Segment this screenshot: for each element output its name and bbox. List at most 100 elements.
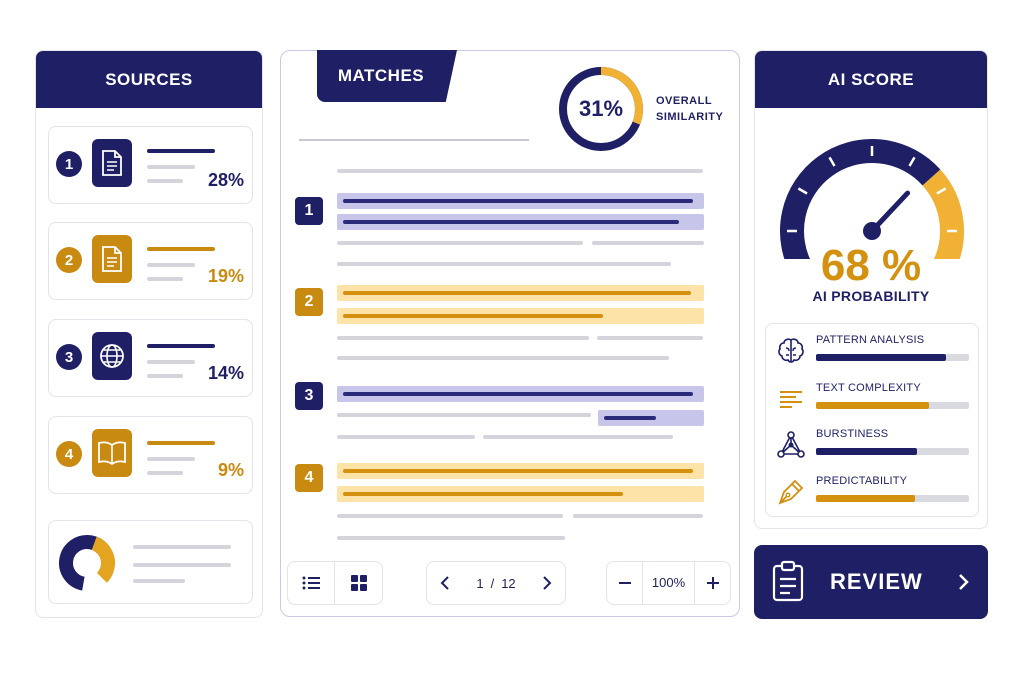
match-highlight[interactable] (337, 386, 704, 402)
source-percentage: 9% (217, 460, 244, 480)
text-line (592, 241, 704, 245)
pie-chart-icon (59, 535, 115, 592)
source-bar (147, 457, 195, 461)
metrics-list: PATTERN ANALYSIS TEXT COMPLEXITY BURSTIN… (765, 323, 979, 517)
source-number-badge: 2 (56, 247, 82, 273)
text-line (337, 435, 475, 439)
chevron-right-icon (543, 576, 552, 590)
text-line (337, 241, 583, 245)
metric-label: TEXT COMPLEXITY (816, 382, 921, 394)
review-label: REVIEW (830, 569, 923, 594)
zoom-level: 100% (651, 575, 686, 590)
chevron-right-icon (959, 574, 969, 590)
source-bar (147, 344, 215, 348)
grid-view-button[interactable] (335, 562, 382, 604)
brain-icon (778, 338, 804, 363)
match-highlight[interactable] (337, 308, 704, 324)
page-separator: / (490, 575, 495, 591)
match-number-badge[interactable]: 3 (295, 382, 323, 410)
gauge-hub (863, 222, 881, 240)
source-card-2[interactable]: 2 19% (48, 222, 253, 300)
source-bar (147, 149, 215, 153)
matches-panel: MATCHES 31% OVERALL SIMILARITY 1 2 3 4 (280, 50, 740, 617)
text-line (483, 435, 673, 439)
plus-icon (706, 577, 719, 589)
similarity-ring (559, 67, 643, 151)
source-number-badge: 1 (56, 151, 82, 177)
metric-predictability: PREDICTABILITY (766, 471, 978, 515)
source-bar (147, 165, 195, 169)
divider (299, 139, 529, 141)
source-percentage: 19% (207, 266, 244, 286)
metric-bar-fill (816, 402, 930, 409)
text-line (573, 514, 703, 518)
list-view-button[interactable] (288, 562, 336, 604)
source-bar (147, 471, 183, 475)
network-icon (777, 431, 805, 458)
minus-icon (618, 582, 631, 584)
match-highlight[interactable] (337, 285, 704, 301)
zoom-out-button[interactable] (607, 562, 643, 604)
prev-page-button[interactable] (427, 562, 463, 604)
next-page-button[interactable] (529, 562, 565, 604)
gauge-tick (908, 156, 916, 167)
ai-probability-label: AI PROBABILITY (812, 288, 930, 304)
summary-line (133, 563, 231, 567)
match-highlight[interactable] (337, 214, 704, 230)
source-card-1[interactable]: 1 28% (48, 126, 253, 204)
metric-bar (816, 448, 969, 455)
metric-label: PREDICTABILITY (816, 475, 908, 487)
text-line (337, 336, 589, 340)
metric-pattern-analysis: PATTERN ANALYSIS (766, 330, 978, 374)
metric-text-complexity: TEXT COMPLEXITY (766, 378, 978, 422)
page-indicator: 1 / 12 (463, 576, 529, 591)
source-bar (147, 263, 195, 267)
match-highlight[interactable] (337, 486, 704, 502)
summary-line (133, 579, 185, 583)
zoom-control: 100% (606, 561, 731, 605)
match-highlight[interactable] (337, 193, 704, 209)
review-button[interactable]: REVIEW (754, 545, 988, 619)
zoom-in-button[interactable] (694, 562, 730, 604)
metric-label: BURSTINESS (816, 428, 889, 440)
metric-bar (816, 402, 969, 409)
view-toggle (287, 561, 383, 605)
sources-title: SOURCES (105, 69, 193, 89)
overall-similarity-label: OVERALL SIMILARITY (656, 95, 724, 123)
matches-title: MATCHES (337, 66, 425, 85)
tab-matches[interactable]: MATCHES (317, 50, 457, 102)
match-number-badge[interactable]: 1 (295, 197, 323, 225)
source-bar (147, 441, 215, 445)
source-card-3[interactable]: 3 14% (48, 319, 253, 397)
chevron-left-icon (440, 576, 449, 590)
source-bar (147, 277, 183, 281)
summary-line (133, 545, 231, 549)
match-highlight[interactable] (598, 410, 704, 426)
source-percentage: 28% (207, 170, 244, 190)
document-icon (92, 139, 132, 187)
metric-bar-fill (816, 354, 947, 361)
sources-summary-card (48, 520, 253, 604)
metric-bar-fill (816, 448, 917, 455)
globe-icon (92, 332, 132, 380)
metric-label: PATTERN ANALYSIS (816, 334, 925, 346)
match-number-badge[interactable]: 4 (295, 464, 323, 492)
source-percentage: 14% (207, 363, 244, 383)
match-highlight[interactable] (337, 463, 704, 479)
source-bar (147, 360, 195, 364)
ai-score-title: AI SCORE (827, 69, 915, 89)
text-line (337, 514, 563, 518)
text-line (337, 413, 591, 417)
overall-similarity-value: 31% (578, 96, 624, 121)
source-card-4[interactable]: 4 9% (48, 416, 253, 494)
current-page: 1 (476, 575, 484, 591)
document-icon (92, 235, 132, 283)
ai-probability-value: 68 % (820, 241, 922, 290)
gauge-tick (797, 187, 808, 195)
text-line (597, 336, 703, 340)
source-bar (147, 374, 183, 378)
ai-score-panel: AI SCORE 68 % AI PROBABILITY PATTERN ANA… (754, 50, 988, 529)
grid-icon (350, 575, 367, 591)
source-bar (147, 179, 183, 183)
match-number-badge[interactable]: 2 (295, 288, 323, 316)
